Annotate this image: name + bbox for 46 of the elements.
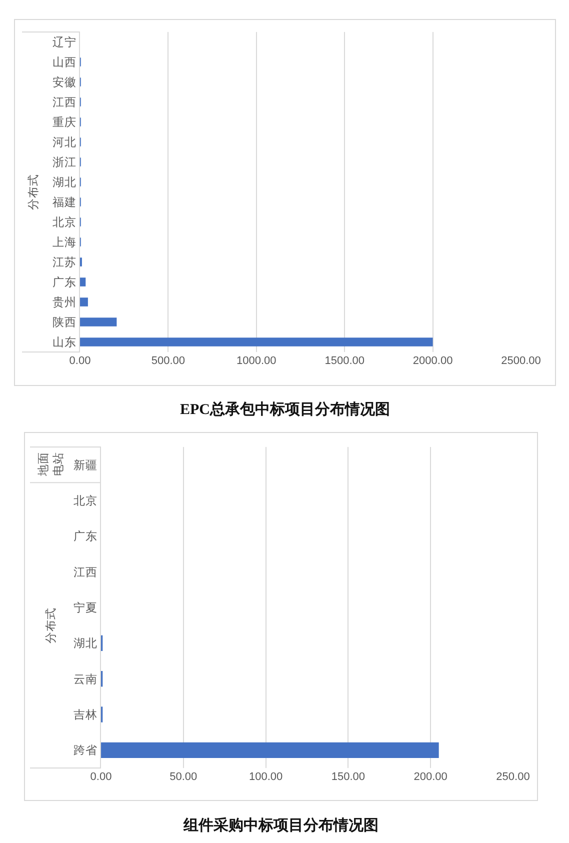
y-tick-label: 贵州 xyxy=(52,296,77,310)
x-tick-label: 150.00 xyxy=(331,771,366,783)
y-tick-label: 江苏 xyxy=(52,256,77,270)
text: 分布式 xyxy=(27,174,40,210)
x-tick-label: 100.00 xyxy=(248,771,283,783)
y-tick-label: 河北 xyxy=(52,136,77,150)
x-tick-label: 500.00 xyxy=(151,355,186,367)
y-tick-label: 江西 xyxy=(52,96,77,110)
y-tick-label: 湖北 xyxy=(52,176,77,190)
x-tick-label: 250.00 xyxy=(496,771,530,783)
y-tick-label: 浙江 xyxy=(52,156,77,170)
y-tick-label: 宁夏 xyxy=(74,600,98,615)
x-tick-label: 200.00 xyxy=(414,771,448,783)
y-tick-label: 吉林 xyxy=(74,708,98,722)
y-tick-label: 北京 xyxy=(74,494,98,508)
y-tick-label: 新疆 xyxy=(74,458,98,472)
x-tick-label: 50.00 xyxy=(170,771,198,783)
y-tick-label: 陕西 xyxy=(52,316,77,330)
y-tick-label: 广东 xyxy=(74,529,98,544)
x-tick-label: 1500.00 xyxy=(324,355,364,367)
bar xyxy=(80,338,433,346)
x-tick-label: 2000.00 xyxy=(412,355,453,367)
x-tick-label: 1000.00 xyxy=(236,355,276,367)
bar xyxy=(80,298,88,306)
x-tick-label: 0.00 xyxy=(90,771,112,783)
text: 地面电站 xyxy=(37,452,66,477)
y-tick-label: 上海 xyxy=(52,236,77,250)
y-tick-label: 北京 xyxy=(52,215,77,230)
x-tick-label: 0.00 xyxy=(69,355,91,367)
y-tick-label: 广东 xyxy=(52,275,77,290)
y-tick-label: 云南 xyxy=(74,672,98,686)
y-tick-label: 湖北 xyxy=(74,637,98,650)
text: EPC总承包中标项目分布情况图 xyxy=(179,400,391,419)
y-tick-label: 重庆 xyxy=(52,115,77,130)
y-tick-label: 安徽 xyxy=(52,75,77,90)
x-tick-label: 2500.00 xyxy=(501,355,541,367)
text: 组件采购中标项目分布情况图 xyxy=(182,816,380,835)
y-tick-label: 江西 xyxy=(74,566,98,579)
bar xyxy=(80,318,117,326)
text: 分布式 xyxy=(44,607,58,644)
y-tick-label: 辽宁 xyxy=(52,35,77,50)
y-tick-label: 跨省 xyxy=(74,744,98,758)
bar xyxy=(80,278,86,286)
y-tick-label: 山西 xyxy=(52,56,77,70)
y-tick-label: 山东 xyxy=(52,335,77,350)
y-tick-label: 福建 xyxy=(52,196,77,210)
